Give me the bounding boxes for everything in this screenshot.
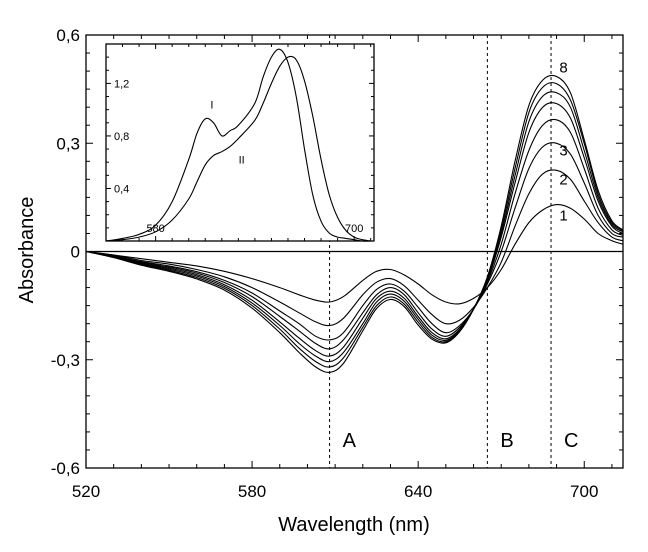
inset-curve-label-II: II [239,155,245,167]
marker-label-C: C [564,430,578,452]
inset-y-tick-label: 0,4 [114,183,129,195]
inset-y-tick-label: 0,8 [114,131,129,143]
y-tick-label: -0,6 [51,459,80,478]
curve-label-1: 1 [559,207,567,224]
marker-label-A: A [343,430,357,452]
x-axis-title: Wavelength (nm) [278,514,430,536]
series-line-3 [85,142,624,341]
inset-axis-ticks: 580 700 0,4 0,8 1,2 [106,44,374,241]
series-line-8 [85,74,624,374]
x-tick-label: 580 [238,482,266,501]
inset-x-tick-label: 700 [345,223,363,235]
main-axis-ticks: 520 580 640 700 -0,6 -0,3 0 0,3 0,6 [51,26,623,501]
series-line-4 [85,118,624,350]
curve-label-8: 8 [559,59,567,76]
x-tick-label: 640 [404,482,432,501]
series-line-6 [85,91,624,363]
inset-series-line-I [105,48,371,242]
series-line-2 [85,169,624,327]
y-axis-title: Absorbance [16,197,38,304]
marker-label-B: B [500,430,513,452]
curve-label-2: 2 [559,171,567,188]
curve-label-3: 3 [559,142,567,159]
inset-x-tick-label: 580 [146,223,164,235]
inset-background [106,44,374,241]
x-tick-label: 700 [570,482,598,501]
y-tick-label: 0,3 [56,134,80,153]
main-curve-labels: 8 3 2 1 [559,59,567,224]
inset-curve-labels: III [210,99,244,166]
inset-curve-label-I: I [210,99,213,111]
x-tick-label: 520 [72,482,100,501]
inset-series-line-II [105,55,371,242]
inset-frame [105,43,375,242]
inset-series-group [105,48,371,242]
series-line-5 [85,102,624,357]
series-line-1 [85,204,624,305]
y-tick-label: -0,3 [51,351,80,370]
inset-y-tick-label: 1,2 [114,78,129,90]
main-series-group [85,74,624,374]
series-line-7 [85,82,624,368]
y-tick-label: 0,6 [56,26,80,45]
y-tick-label: 0 [71,243,80,262]
